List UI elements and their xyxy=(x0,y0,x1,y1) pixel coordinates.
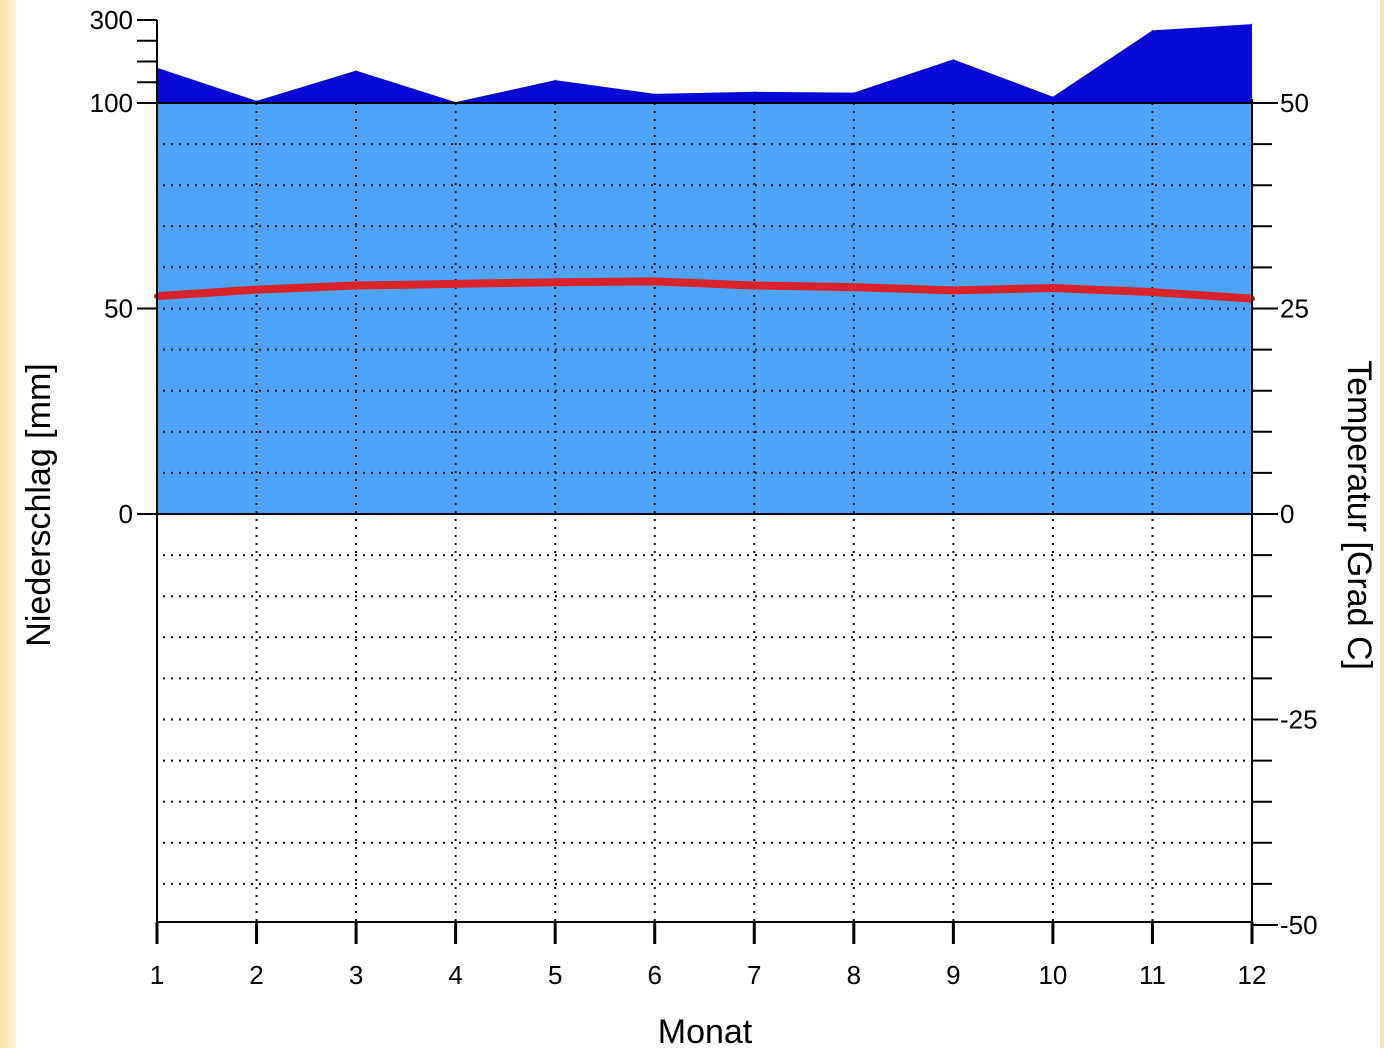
precipitation-point xyxy=(1151,29,1153,31)
x-tick-label: 7 xyxy=(747,960,761,990)
y-right-tick-label: 50 xyxy=(1280,88,1309,118)
precipitation-point xyxy=(654,93,656,95)
precipitation-point xyxy=(853,92,855,94)
left-decor-band xyxy=(0,0,16,1048)
precipitation-point xyxy=(1052,96,1054,98)
temperature-line xyxy=(156,277,1253,303)
x-axis-title: Monat xyxy=(658,1013,753,1048)
precipitation-point xyxy=(355,70,357,72)
x-tick-label: 5 xyxy=(548,960,562,990)
x-tick-label: 9 xyxy=(946,960,960,990)
x-tick-label: 2 xyxy=(249,960,263,990)
temperature-point xyxy=(1149,289,1156,296)
y-left-tick-label: 0 xyxy=(119,499,133,529)
y-right-tick-label: -25 xyxy=(1280,705,1318,735)
y-right-tick-label: 0 xyxy=(1280,499,1294,529)
precipitation-area-humid xyxy=(157,103,1252,514)
x-tick-label: 3 xyxy=(349,960,363,990)
temperature-point xyxy=(651,278,658,285)
temperature-point xyxy=(850,284,857,291)
temperature-point xyxy=(552,279,559,286)
precipitation-point xyxy=(952,58,954,60)
x-tick-label: 1 xyxy=(150,960,164,990)
temperature-point xyxy=(452,280,459,287)
precipitation-point xyxy=(1251,23,1253,25)
precipitation-point xyxy=(256,100,258,102)
y-right-tick-label: -50 xyxy=(1280,910,1318,940)
precipitation-area-excess xyxy=(156,23,1253,103)
axes xyxy=(137,19,1278,944)
y-left-tick-label: 300 xyxy=(90,5,133,35)
x-tick-label: 11 xyxy=(1139,960,1166,990)
right-decor-band xyxy=(1380,0,1384,1048)
x-tick-label: 12 xyxy=(1238,960,1267,990)
temperature-point xyxy=(253,286,260,293)
temperature-point xyxy=(950,287,957,294)
y-left-tick-label: 50 xyxy=(104,294,133,324)
x-tick-label: 8 xyxy=(847,960,861,990)
y-axis-left-title: Niederschlag [mm] xyxy=(20,363,58,646)
x-tick-label: 10 xyxy=(1038,960,1067,990)
x-tick-label: 4 xyxy=(448,960,462,990)
y-left-tick-label: 100 xyxy=(90,88,133,118)
grid-lines xyxy=(163,103,1246,922)
precipitation-fill-0-100 xyxy=(157,103,1252,514)
temperature-point xyxy=(1049,284,1056,291)
y-right-tick-label: 25 xyxy=(1280,294,1309,324)
y-axis-right-title: Temperatur [Grad C] xyxy=(1340,360,1378,670)
precipitation-point xyxy=(554,79,556,81)
temperature-point xyxy=(353,282,360,289)
temperature-series xyxy=(154,277,1255,303)
temperature-point xyxy=(751,282,758,289)
precipitation-point xyxy=(753,91,755,93)
precipitation-fill-excess xyxy=(157,24,1252,103)
x-tick-label: 6 xyxy=(647,960,661,990)
